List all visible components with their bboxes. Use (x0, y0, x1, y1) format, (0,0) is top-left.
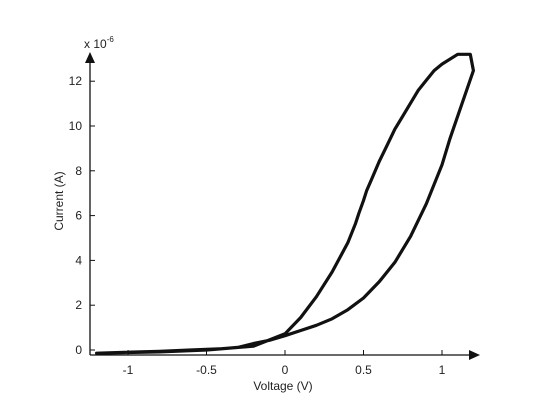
tick-marks (90, 80, 443, 355)
x-axis-arrow (469, 350, 480, 360)
y-tick-label: 4 (75, 253, 82, 267)
series-layer (95, 52, 475, 355)
y-scale-exponent: -6 (107, 35, 115, 44)
y-axis-label: Current (A) (52, 171, 66, 230)
y-tick-label: 8 (75, 164, 82, 178)
y-axis-arrow (85, 52, 95, 63)
y-tick-label: 10 (69, 119, 83, 133)
series-line (95, 52, 475, 355)
y-tick-label: 6 (75, 209, 82, 223)
y-scale-base: x 10 (84, 37, 107, 51)
x-axis-label: Voltage (V) (253, 379, 312, 393)
y-scale-label: x 10-6 (84, 35, 114, 51)
x-tick-label: -0.5 (196, 363, 217, 377)
y-tick-label: 0 (75, 343, 82, 357)
x-tick-label: 1 (439, 363, 446, 377)
x-tick-label: -1 (123, 363, 134, 377)
y-tick-label: 2 (75, 298, 82, 312)
x-tick-label: 0.5 (355, 363, 372, 377)
y-tick-label: 12 (69, 74, 83, 88)
x-tick-label: 0 (282, 363, 289, 377)
axes (85, 52, 480, 360)
